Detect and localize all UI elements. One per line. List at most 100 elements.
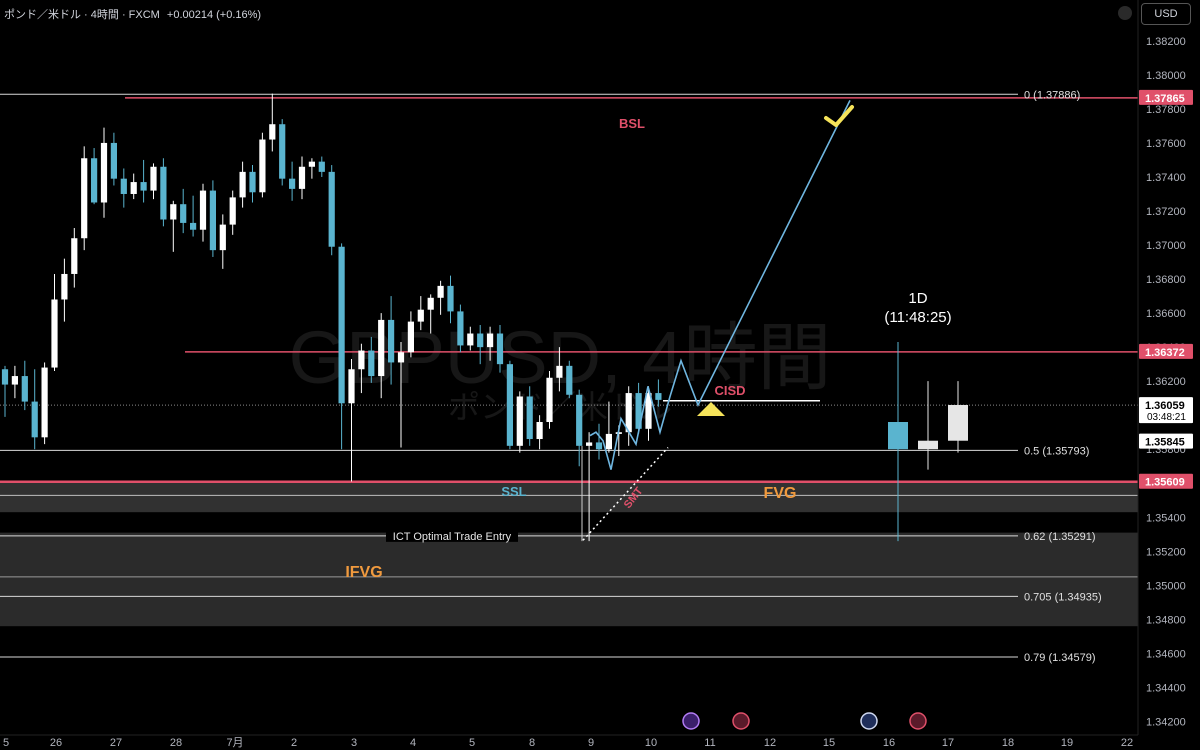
projection-path[interactable] xyxy=(589,100,851,470)
candle[interactable] xyxy=(41,362,48,445)
candle[interactable] xyxy=(180,188,187,234)
candle[interactable] xyxy=(447,275,454,324)
candle[interactable] xyxy=(506,360,513,450)
candle[interactable] xyxy=(259,132,266,198)
candle[interactable] xyxy=(91,148,98,205)
candle[interactable] xyxy=(536,415,543,450)
candle[interactable] xyxy=(496,325,504,373)
price-label[interactable]: 1.36372 xyxy=(1139,343,1193,359)
candle[interactable] xyxy=(81,146,88,251)
candle[interactable] xyxy=(358,343,365,394)
candle[interactable] xyxy=(546,370,553,429)
candle[interactable] xyxy=(457,304,464,353)
daily-candle[interactable] xyxy=(888,342,908,542)
candle[interactable] xyxy=(120,168,127,208)
candle[interactable] xyxy=(556,347,563,392)
candle[interactable] xyxy=(308,158,315,179)
candle[interactable] xyxy=(477,325,484,365)
candle[interactable] xyxy=(31,369,38,450)
candle[interactable] xyxy=(229,190,236,235)
candle[interactable] xyxy=(407,311,414,358)
date-tick: 19 xyxy=(1061,737,1073,749)
price-label[interactable]: 1.37865 xyxy=(1139,89,1193,105)
candle[interactable] xyxy=(655,379,662,407)
candle[interactable] xyxy=(160,158,167,227)
candle[interactable] xyxy=(279,119,286,186)
uk-flag-icon[interactable] xyxy=(732,712,750,730)
candle[interactable] xyxy=(21,360,28,411)
candle-body xyxy=(219,224,226,251)
date-tick: 12 xyxy=(764,737,776,749)
candle[interactable] xyxy=(150,163,157,200)
candle[interactable] xyxy=(635,382,642,434)
candle[interactable] xyxy=(437,280,444,315)
candle[interactable] xyxy=(61,258,68,322)
candle[interactable] xyxy=(328,165,335,256)
candle[interactable] xyxy=(219,214,226,269)
candle-body xyxy=(170,204,177,220)
candle[interactable] xyxy=(239,161,246,208)
candle[interactable] xyxy=(378,313,385,399)
settings-dot-icon[interactable] xyxy=(1118,6,1132,20)
candle[interactable] xyxy=(417,296,424,331)
candle[interactable] xyxy=(318,156,325,177)
candle[interactable] xyxy=(140,159,147,203)
daily-candle[interactable] xyxy=(918,381,938,470)
candle[interactable] xyxy=(51,273,58,371)
currency-button[interactable]: USD xyxy=(1141,3,1191,25)
candle[interactable] xyxy=(467,326,474,351)
uk-flag-icon[interactable] xyxy=(909,712,927,730)
candle[interactable] xyxy=(427,294,434,334)
daily-candle-body xyxy=(948,404,968,441)
smt-line[interactable] xyxy=(582,447,669,541)
price-tick: 1.37600 xyxy=(1146,138,1186,150)
price-label[interactable]: 1.35609 xyxy=(1139,473,1193,489)
candle-body xyxy=(506,364,513,446)
candle-body xyxy=(447,285,454,312)
candle[interactable] xyxy=(209,180,216,257)
candle[interactable] xyxy=(397,342,405,448)
candle[interactable] xyxy=(526,386,533,446)
candle[interactable] xyxy=(170,200,177,252)
candle[interactable] xyxy=(586,432,593,542)
candle[interactable] xyxy=(348,359,355,482)
price-label[interactable]: 1.35845 xyxy=(1139,433,1193,449)
date-tick: 5 xyxy=(3,737,9,749)
candle[interactable] xyxy=(249,165,256,203)
candle[interactable] xyxy=(595,423,603,460)
candle-body xyxy=(457,311,464,346)
candle[interactable] xyxy=(11,365,18,399)
candle[interactable] xyxy=(368,336,375,383)
candle[interactable] xyxy=(289,161,296,201)
candle[interactable] xyxy=(71,228,78,288)
candle[interactable] xyxy=(100,127,108,218)
lightning-event-icon[interactable] xyxy=(682,712,700,730)
candle[interactable] xyxy=(269,93,276,152)
candle[interactable] xyxy=(298,156,306,200)
candle[interactable] xyxy=(605,401,612,453)
candle[interactable] xyxy=(190,195,197,237)
candle[interactable] xyxy=(487,326,494,361)
candle[interactable] xyxy=(566,360,573,399)
candle-body xyxy=(417,309,424,322)
candle[interactable] xyxy=(130,173,137,200)
candle[interactable] xyxy=(645,386,652,441)
candle[interactable] xyxy=(110,132,117,186)
candle-body xyxy=(427,297,434,310)
symbol-header[interactable]: ポンド／米ドル · 4時間 · FXCM +0.00214 (+0.16%) xyxy=(4,6,261,22)
candle[interactable] xyxy=(625,386,632,446)
candle[interactable] xyxy=(576,389,583,467)
candle[interactable] xyxy=(388,296,395,385)
candle[interactable] xyxy=(516,391,523,453)
candle[interactable] xyxy=(1,365,9,417)
us-flag-icon[interactable] xyxy=(860,712,878,730)
candle[interactable] xyxy=(199,183,207,242)
price-tick: 1.34200 xyxy=(1146,716,1186,728)
candle[interactable] xyxy=(338,243,345,450)
date-tick: 11 xyxy=(704,737,715,749)
price-tick: 1.34400 xyxy=(1146,682,1186,694)
price-label-bg xyxy=(1139,343,1193,359)
daily-candle[interactable] xyxy=(948,381,968,453)
